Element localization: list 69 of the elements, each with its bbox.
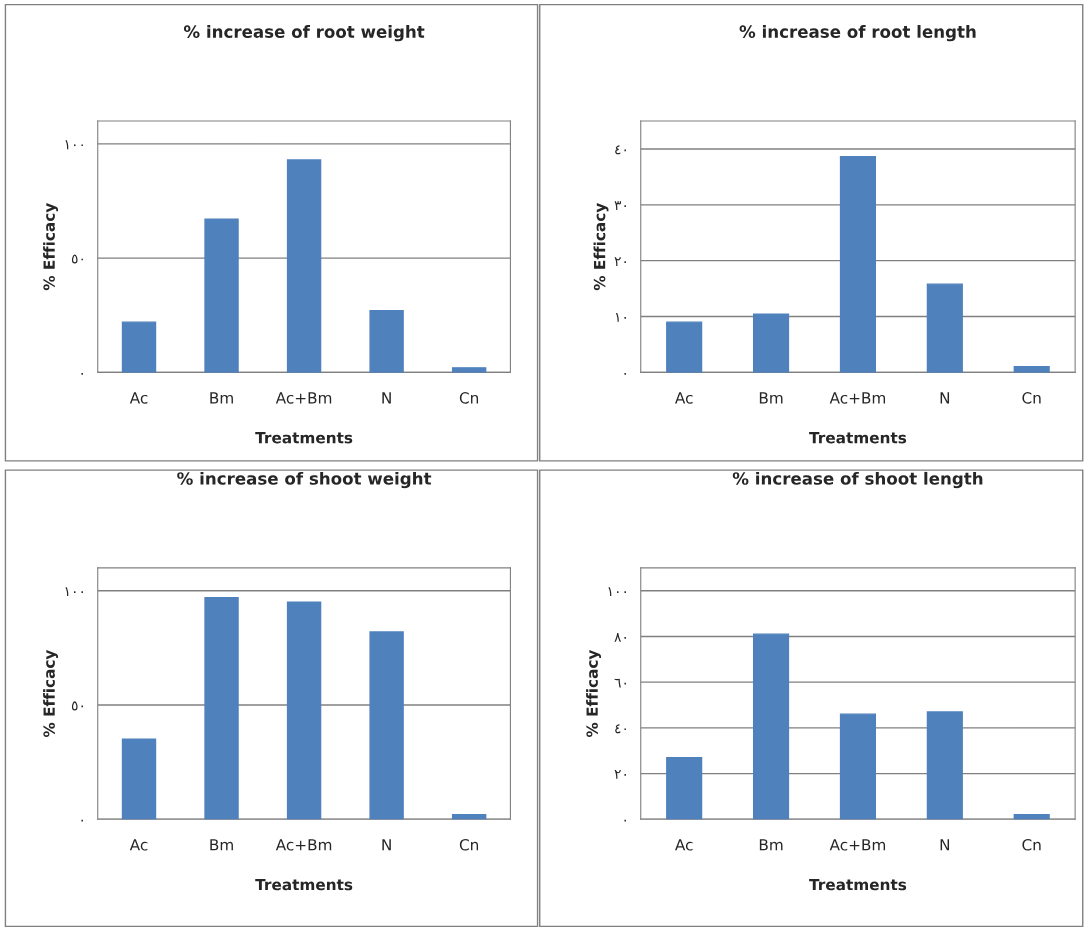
y-tick-label: ٨٠: [614, 632, 626, 642]
x-tick-label: Bm: [759, 839, 783, 851]
bar: [666, 756, 703, 820]
bar: [666, 321, 703, 373]
x-tick-label: Ac: [129, 839, 148, 851]
x-tick-label: Bm: [759, 392, 783, 404]
bar: [286, 159, 322, 373]
x-tick-label: Ac: [675, 392, 693, 404]
x-tick-label: Ac+Bm: [829, 839, 886, 851]
x-axis-title: Treatments: [809, 432, 907, 444]
x-tick-label: N: [940, 839, 950, 851]
bar: [369, 631, 404, 820]
x-tick-label: Cn: [1022, 392, 1041, 404]
y-tick-label: ٤٠: [615, 724, 626, 734]
y-tick-label: ٥٠: [71, 254, 83, 264]
x-tick-label: N: [382, 839, 391, 851]
x-tick-label: Bm: [210, 839, 233, 851]
bar: [839, 713, 877, 820]
x-tick-label: Ac+Bm: [275, 839, 332, 851]
bar: [204, 218, 239, 373]
bar: [926, 283, 963, 373]
x-axis-title: Treatments: [809, 878, 907, 891]
x-tick-label: Ac+Bm: [275, 392, 332, 404]
y-tick-label: ٢٠: [614, 770, 626, 779]
bar: [369, 310, 404, 373]
chart-title: % increase of root length: [739, 25, 976, 42]
bar: [121, 321, 157, 373]
chart-title: % increase of shoot length: [732, 471, 983, 489]
x-tick-label: Ac: [129, 392, 148, 404]
bar: [204, 596, 239, 820]
bar: [286, 601, 322, 820]
x-tick-label: N: [382, 392, 391, 404]
bar: [451, 814, 487, 820]
bar: [451, 367, 487, 373]
y-tick-label: ٢٠: [614, 257, 626, 266]
x-tick-label: Cn: [459, 838, 479, 851]
y-tick-label: ٠: [624, 819, 626, 822]
x-tick-label: N: [940, 392, 950, 404]
y-tick-label: ٤٠: [615, 145, 626, 155]
y-tick-label: ٠: [81, 372, 83, 375]
y-tick-label: ١٠: [615, 313, 626, 322]
y-tick-label: ٠: [81, 819, 83, 822]
y-axis-title: % Efficacy: [43, 203, 58, 291]
y-tick-label: ٠: [624, 372, 626, 375]
bar: [121, 738, 157, 820]
y-tick-label: ١٠٠: [608, 587, 626, 597]
y-tick-label: ١٠٠: [65, 140, 83, 150]
bar: [926, 711, 963, 820]
chart-title: % increase of root weight: [183, 25, 425, 42]
y-tick-label: ٦٠: [614, 678, 626, 688]
x-tick-label: Ac: [675, 839, 693, 851]
x-tick-label: Cn: [1022, 838, 1041, 851]
y-axis-title: % Efficacy: [593, 203, 609, 291]
y-axis-title: % Efficacy: [586, 649, 601, 738]
x-tick-label: Bm: [210, 392, 233, 404]
y-tick-label: ٥٠: [71, 701, 83, 711]
bar: [752, 633, 790, 820]
x-axis-title: Treatments: [255, 878, 353, 891]
bar: [839, 156, 877, 373]
chart-title: % increase of shoot weight: [177, 471, 432, 489]
x-axis-title: Treatments: [255, 432, 353, 444]
y-tick-label: ٣٠: [614, 201, 626, 211]
y-axis-title: % Efficacy: [43, 649, 58, 738]
bar: [752, 313, 790, 373]
x-tick-label: Ac+Bm: [829, 392, 886, 404]
bar: [1013, 814, 1050, 820]
x-tick-label: Cn: [459, 392, 479, 404]
y-tick-label: ١٠٠: [65, 587, 83, 597]
bar: [1013, 366, 1050, 373]
